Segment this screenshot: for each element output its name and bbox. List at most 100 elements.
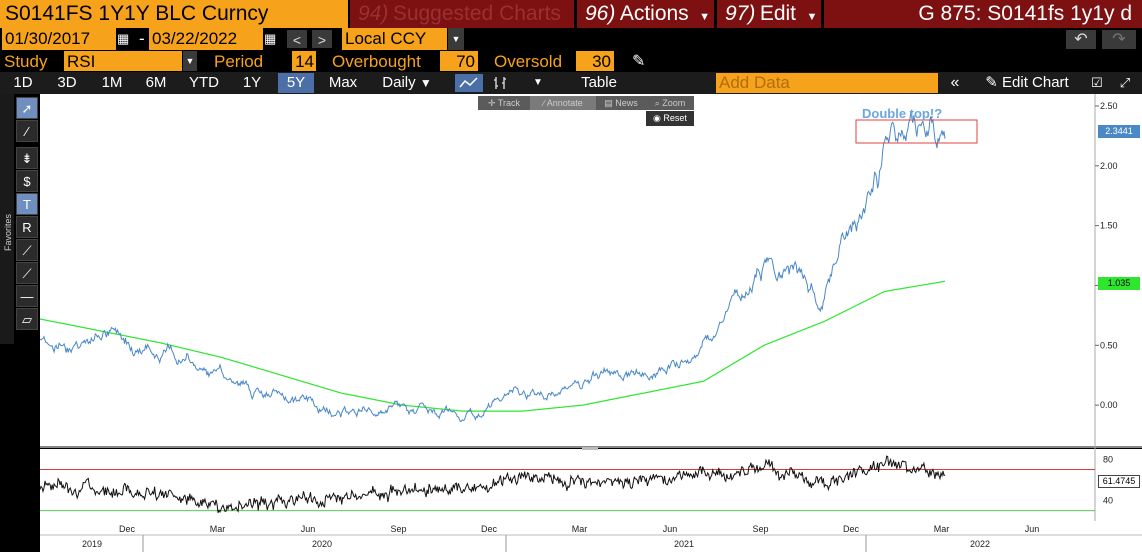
prev-range-button[interactable]: < (287, 30, 307, 48)
draw-line-icon[interactable]: ∕ (16, 120, 38, 142)
pencil-icon: ∕ (543, 98, 545, 108)
edit-num: 97) (725, 2, 756, 25)
annotate-button[interactable]: ∕ Annotate (530, 96, 596, 110)
chevron-down-icon[interactable]: ▼ (448, 28, 464, 50)
price-line (39, 111, 946, 423)
zoom-icon: ⌕ (654, 98, 660, 108)
end-date-input[interactable]: 03/22/2022 (149, 28, 263, 50)
ticker-field[interactable]: S0141FS 1Y1Y BLC Curncy (0, 0, 348, 28)
rsi-line (39, 455, 946, 514)
channel-icon[interactable]: ▱ (16, 308, 38, 330)
ma-last-tag: 1.035 (1098, 277, 1140, 290)
period-1y[interactable]: 1Y (242, 74, 262, 91)
table-button[interactable]: Table (581, 74, 617, 91)
rsi-panel-bg (40, 449, 1095, 521)
edit-label: Edit (759, 2, 796, 25)
study-label: Study (4, 52, 48, 71)
x-year-tick: 2020 (312, 539, 332, 549)
x-year-tick: 2022 (970, 539, 990, 549)
chevron-down-icon[interactable]: ▼ (533, 77, 543, 88)
x-month-tick: Sep (752, 524, 768, 534)
x-month-tick: Dec (119, 524, 136, 534)
edit-chart-button[interactable]: ✎ Edit Chart (972, 72, 1082, 94)
horizontal-line-icon[interactable]: — (16, 285, 38, 307)
frequency-label: Daily (382, 74, 416, 91)
period-1m[interactable]: 1M (101, 74, 123, 91)
edit-chart-label: Edit Chart (1002, 74, 1069, 91)
pencil-icon: ✎ (985, 74, 998, 91)
ray-line-icon[interactable]: ⟋ (16, 262, 38, 284)
reset-button[interactable]: ◉ Reset (646, 111, 694, 126)
period-input[interactable]: 14 (292, 51, 316, 71)
line-chart-icon[interactable] (455, 74, 483, 92)
pointer-icon[interactable]: ➚ (16, 97, 38, 119)
period-6m[interactable]: 6M (145, 74, 167, 91)
x-month-tick: Mar (934, 524, 950, 534)
trend-line-icon[interactable]: ⟋ (16, 239, 38, 261)
x-year-tick: 2021 (674, 539, 694, 549)
price-last-tag: 2.3441 (1098, 125, 1140, 138)
suggested-label: Suggested Charts (392, 2, 561, 25)
text-annotation-icon[interactable]: T (16, 193, 38, 215)
news-icon: ▤ (604, 98, 613, 108)
news-button[interactable]: ▤ News (596, 96, 646, 110)
x-month-tick: Jun (1025, 524, 1040, 534)
period-ytd[interactable]: YTD (189, 74, 219, 91)
study-select[interactable]: RSI (64, 51, 182, 71)
overbought-input[interactable]: 70 (440, 51, 478, 71)
add-data-input[interactable]: Add Data (716, 73, 938, 93)
currency-select[interactable]: Local CCY (342, 28, 447, 50)
calendar-icon[interactable]: ▦ (117, 31, 130, 46)
pencil-icon[interactable]: ✎ (632, 53, 646, 70)
x-month-tick: Jun (663, 524, 678, 534)
zoom-label: Zoom (662, 98, 686, 108)
crosshair-icon: ✛ (487, 98, 496, 108)
actions-button[interactable]: 96) Actions ▼ (577, 0, 714, 28)
x-month-tick: Dec (843, 524, 860, 534)
favorites-rail[interactable]: Favorites (0, 94, 14, 344)
annotate-label: Annotate (546, 98, 583, 108)
price-y-tick: 0.00 (1100, 400, 1118, 410)
x-month-tick: Mar (210, 524, 226, 534)
collapse-icon[interactable]: « (950, 74, 960, 91)
rsi-y-tick: 40 (1103, 495, 1113, 505)
price-y-tick: 1.50 (1100, 221, 1118, 231)
chevron-down-icon: ▼ (419, 76, 432, 90)
undo-icon[interactable]: ↶ (1066, 30, 1096, 49)
edit-button[interactable]: 97) Edit ▼ (717, 0, 821, 28)
chevron-down-icon: ▼ (806, 11, 818, 23)
suggested-charts-button[interactable]: 94) Suggested Charts (350, 0, 574, 28)
dollar-change-icon[interactable]: $ (16, 170, 38, 192)
chart-area[interactable]: Double top!? 2.502.001.501.000.500.00804… (0, 94, 1142, 552)
redo-icon[interactable]: ↷ (1102, 30, 1136, 49)
rsi-last-tag: 61.4745 (1098, 475, 1140, 488)
next-range-button[interactable]: > (312, 30, 332, 48)
ticker-text: S0141FS 1Y1Y BLC Curncy (5, 2, 269, 25)
start-date-input[interactable]: 01/30/2017 (2, 28, 116, 50)
period-1d[interactable]: 1D (13, 74, 33, 91)
chevron-down-icon[interactable]: ▼ (183, 51, 197, 71)
panel-resize-handle[interactable] (582, 447, 598, 450)
reset-icon: ◉ (653, 113, 661, 123)
period-3d[interactable]: 3D (57, 74, 77, 91)
bar-chart-icon[interactable] (489, 74, 511, 92)
x-year-tick: 2019 (82, 539, 102, 549)
period-max[interactable]: Max (328, 74, 358, 91)
actions-label: Actions (619, 2, 689, 25)
oversold-input[interactable]: 30 (576, 51, 614, 71)
chart-settings-icon[interactable]: ☑ (1091, 75, 1103, 90)
rsi-y-tick: 80 (1103, 454, 1113, 464)
period-5y[interactable]: 5Y (278, 73, 314, 93)
price-y-tick: 2.00 (1100, 161, 1118, 171)
track-button[interactable]: ✛ Track (478, 96, 530, 110)
retracement-icon[interactable]: R (16, 216, 38, 238)
percent-change-icon[interactable]: ⇟ (16, 147, 38, 169)
x-month-tick: Dec (481, 524, 498, 534)
suggested-num: 94) (358, 2, 389, 25)
expand-icon[interactable]: ⤢ (1119, 75, 1131, 90)
frequency-select[interactable]: Daily ▼ (372, 72, 442, 94)
period-label: Period (214, 52, 264, 71)
zoom-button[interactable]: ⌕ Zoom (646, 96, 694, 110)
calendar-icon[interactable]: ▦ (264, 31, 277, 46)
price-y-tick: 2.50 (1100, 101, 1118, 111)
